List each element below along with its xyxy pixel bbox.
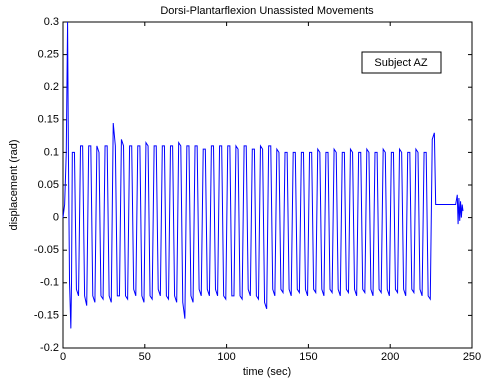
y-tick-label: 0.15	[38, 114, 59, 126]
y-tick-label: 0.25	[38, 49, 59, 61]
y-tick-label: -0.15	[34, 309, 59, 321]
y-tick-label: 0.1	[44, 146, 59, 158]
data-line	[62, 21, 464, 329]
x-tick-label: 0	[60, 351, 66, 363]
x-tick-label: 200	[381, 351, 399, 363]
x-tick-label: 150	[299, 351, 317, 363]
y-tick-label: 0.2	[44, 81, 59, 93]
annotation: Subject AZ	[374, 57, 427, 69]
annotation-box	[361, 51, 442, 74]
y-tick-label: 0	[53, 212, 59, 224]
y-tick-label: 0.3	[44, 16, 59, 28]
y-tick-label: 0.05	[38, 179, 59, 191]
y-tick-label: -0.05	[34, 244, 59, 256]
x-tick-label: 50	[139, 351, 151, 363]
y-axis-label: displacement (rad)	[8, 139, 20, 230]
x-tick-label: 250	[463, 351, 481, 363]
y-tick-label: -0.1	[40, 277, 59, 289]
chart-title: Dorsi-Plantarflexion Unassisted Movement…	[160, 5, 374, 17]
x-axis-label: time (sec)	[243, 366, 291, 378]
x-tick-label: 100	[217, 351, 235, 363]
y-tick-label: -0.2	[40, 342, 59, 354]
